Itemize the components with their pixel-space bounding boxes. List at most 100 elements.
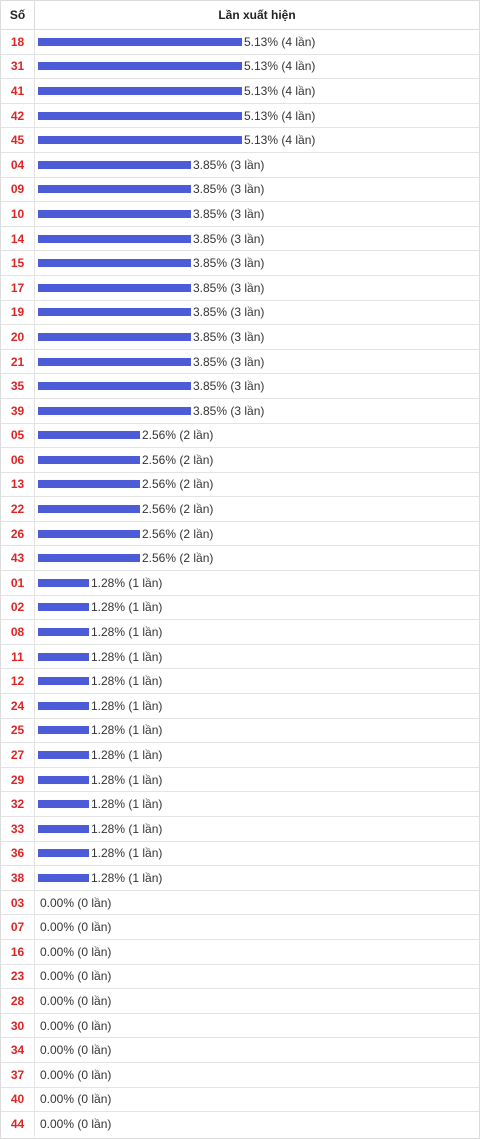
lottery-number: 33 bbox=[1, 817, 35, 841]
frequency-label: 1.28% (1 lần) bbox=[91, 846, 163, 861]
frequency-bar bbox=[38, 628, 89, 637]
frequency-cell: 0.00% (0 lần) bbox=[38, 1063, 479, 1087]
frequency-label: 1.28% (1 lần) bbox=[91, 698, 163, 713]
lottery-number: 36 bbox=[1, 841, 35, 866]
frequency-cell: 0.00% (0 lần) bbox=[38, 989, 479, 1013]
lottery-number: 10 bbox=[1, 202, 35, 226]
frequency-label: 1.28% (1 lần) bbox=[91, 600, 163, 615]
frequency-bar bbox=[38, 160, 191, 169]
frequency-bar bbox=[38, 455, 140, 464]
lottery-number: 22 bbox=[1, 497, 35, 521]
frequency-label: 1.28% (1 lần) bbox=[91, 674, 163, 689]
lottery-number: 04 bbox=[1, 152, 35, 177]
table-row: 03 0.00% (0 lần) bbox=[1, 890, 479, 916]
table-row: 07 0.00% (0 lần) bbox=[1, 915, 479, 940]
frequency-cell: 2.56% (2 lần) bbox=[38, 473, 479, 497]
table-row: 30 0.00% (0 lần) bbox=[1, 1013, 479, 1039]
frequency-bar bbox=[38, 136, 242, 145]
lottery-number: 41 bbox=[1, 79, 35, 103]
table-body: 18 5.13% (4 lần) 31 5.13% (4 lần) 41 5.13% (4… bbox=[1, 30, 479, 1137]
frequency-label: 1.28% (1 lần) bbox=[91, 797, 163, 812]
frequency-bar bbox=[38, 677, 89, 686]
frequency-cell: 5.13% (4 lần) bbox=[38, 30, 479, 54]
lottery-number: 34 bbox=[1, 1038, 35, 1062]
frequency-label: 3.85% (3 lần) bbox=[193, 157, 265, 172]
frequency-label: 5.13% (4 lần) bbox=[244, 34, 316, 49]
frequency-cell: 3.85% (3 lần) bbox=[38, 399, 479, 423]
frequency-cell: 5.13% (4 lần) bbox=[38, 128, 479, 152]
frequency-cell: 0.00% (0 lần) bbox=[38, 891, 479, 915]
frequency-cell: 2.56% (2 lần) bbox=[38, 497, 479, 521]
lottery-number: 37 bbox=[1, 1062, 35, 1087]
table-row: 11 1.28% (1 lần) bbox=[1, 644, 479, 670]
lottery-number: 21 bbox=[1, 349, 35, 374]
table-row: 10 3.85% (3 lần) bbox=[1, 202, 479, 227]
lottery-number: 23 bbox=[1, 964, 35, 989]
frequency-label: 0.00% (0 lần) bbox=[40, 895, 112, 910]
lottery-number: 24 bbox=[1, 694, 35, 718]
lottery-number: 40 bbox=[1, 1087, 35, 1112]
frequency-cell: 3.85% (3 lần) bbox=[38, 178, 479, 202]
frequency-cell: 3.85% (3 lần) bbox=[38, 325, 479, 349]
frequency-bar bbox=[38, 62, 242, 71]
frequency-label: 0.00% (0 lần) bbox=[40, 944, 112, 959]
frequency-bar bbox=[38, 701, 89, 710]
frequency-label: 5.13% (4 lần) bbox=[244, 133, 316, 148]
frequency-label: 3.85% (3 lần) bbox=[193, 280, 265, 295]
frequency-bar bbox=[38, 775, 89, 784]
frequency-cell: 1.28% (1 lần) bbox=[38, 620, 479, 644]
frequency-bar bbox=[38, 873, 89, 882]
frequency-cell: 0.00% (0 lần) bbox=[38, 1088, 479, 1112]
lottery-number: 32 bbox=[1, 792, 35, 816]
frequency-bar bbox=[38, 751, 89, 760]
frequency-bar bbox=[38, 357, 191, 366]
frequency-cell: 3.85% (3 lần) bbox=[38, 374, 479, 398]
lottery-number: 17 bbox=[1, 275, 35, 300]
frequency-cell: 1.28% (1 lần) bbox=[38, 743, 479, 767]
frequency-cell: 5.13% (4 lần) bbox=[38, 104, 479, 128]
frequency-bar bbox=[38, 824, 89, 833]
frequency-cell: 3.85% (3 lần) bbox=[38, 153, 479, 177]
frequency-cell: 0.00% (0 lần) bbox=[38, 1038, 479, 1062]
frequency-bar bbox=[38, 726, 89, 735]
table-row: 23 0.00% (0 lần) bbox=[1, 964, 479, 990]
lottery-number: 16 bbox=[1, 939, 35, 964]
frequency-label: 3.85% (3 lần) bbox=[193, 206, 265, 221]
frequency-cell: 1.28% (1 lần) bbox=[38, 866, 479, 890]
lottery-number: 03 bbox=[1, 890, 35, 915]
lottery-number: 02 bbox=[1, 595, 35, 620]
lottery-number: 09 bbox=[1, 177, 35, 202]
lottery-number: 35 bbox=[1, 374, 35, 398]
frequency-bar bbox=[38, 529, 140, 538]
table-row: 35 3.85% (3 lần) bbox=[1, 374, 479, 399]
frequency-label: 1.28% (1 lần) bbox=[91, 748, 163, 763]
frequency-cell: 1.28% (1 lần) bbox=[38, 817, 479, 841]
frequency-bar bbox=[38, 431, 140, 440]
frequency-bar bbox=[38, 652, 89, 661]
lottery-number: 14 bbox=[1, 226, 35, 251]
table-row: 32 1.28% (1 lần) bbox=[1, 792, 479, 817]
frequency-bar bbox=[38, 849, 89, 858]
frequency-label: 2.56% (2 lần) bbox=[142, 452, 214, 467]
table-row: 36 1.28% (1 lần) bbox=[1, 841, 479, 867]
frequency-label: 1.28% (1 lần) bbox=[91, 575, 163, 590]
lottery-number: 15 bbox=[1, 251, 35, 275]
frequency-label: 5.13% (4 lần) bbox=[244, 59, 316, 74]
lottery-number: 13 bbox=[1, 472, 35, 497]
frequency-cell: 1.28% (1 lần) bbox=[38, 792, 479, 816]
table-row: 22 2.56% (2 lần) bbox=[1, 497, 479, 522]
frequency-cell: 5.13% (4 lần) bbox=[38, 79, 479, 103]
frequency-bar bbox=[38, 185, 191, 194]
header-number: Số bbox=[1, 1, 35, 29]
frequency-cell: 0.00% (0 lần) bbox=[38, 940, 479, 964]
frequency-label: 1.28% (1 lần) bbox=[91, 723, 163, 738]
frequency-cell: 1.28% (1 lần) bbox=[38, 596, 479, 620]
frequency-bar bbox=[38, 37, 242, 46]
frequency-cell: 3.85% (3 lần) bbox=[38, 202, 479, 226]
lottery-number: 39 bbox=[1, 398, 35, 423]
table-row: 41 5.13% (4 lần) bbox=[1, 79, 479, 104]
lottery-number: 12 bbox=[1, 669, 35, 694]
frequency-label: 0.00% (0 lần) bbox=[40, 1117, 112, 1132]
frequency-label: 3.85% (3 lần) bbox=[193, 182, 265, 197]
table-row: 38 1.28% (1 lần) bbox=[1, 866, 479, 891]
